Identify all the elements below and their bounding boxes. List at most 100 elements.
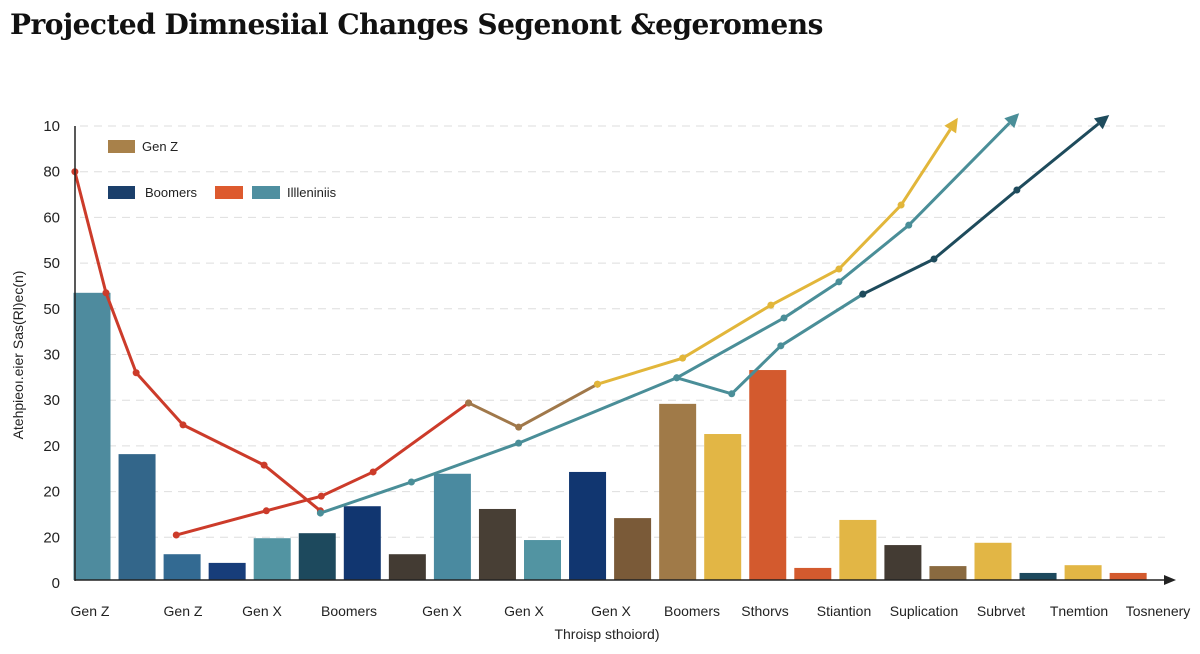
line-point [905, 221, 913, 229]
x-tick-label: Tnemtion [1050, 603, 1108, 619]
bar [524, 540, 561, 580]
axes [74, 126, 1176, 585]
y-tick-label: 30 [43, 392, 60, 409]
line-point [465, 399, 473, 407]
bar [478, 508, 516, 580]
y-tick-label: 60 [43, 209, 60, 226]
line-point [316, 509, 324, 517]
line-point [515, 423, 523, 431]
line-point [172, 531, 180, 539]
line-point [859, 290, 867, 298]
line-point [835, 265, 843, 273]
bar [433, 473, 471, 580]
legend-label-gen-z: Gen Z [142, 139, 178, 154]
bar [1109, 572, 1147, 580]
bar [884, 545, 922, 580]
bar [794, 567, 832, 580]
x-tick-label: Sthorvs [741, 603, 788, 619]
line-point [369, 468, 377, 476]
line-series [71, 168, 324, 515]
y-tick-label: 80 [43, 164, 60, 181]
line-point [780, 314, 788, 322]
x-tick-label: Tosnenery [1126, 603, 1191, 619]
bar [749, 370, 787, 580]
line-arrowhead [1004, 113, 1020, 129]
lines [71, 113, 1110, 539]
y-tick-label: 20 [43, 529, 60, 546]
line-arrowhead [944, 117, 958, 134]
x-tick-label: Stiantion [817, 603, 871, 619]
y-tick-label: 50 [43, 301, 60, 318]
line-path [319, 122, 1011, 515]
line-point [673, 374, 681, 382]
y-ticks: 0 20 20 20 30 30 50 50 60 80 10 [43, 118, 60, 592]
line-point [1013, 186, 1021, 194]
x-tick-label: Gen X [242, 603, 282, 619]
legend-label-illleniniis: Illleniniis [287, 185, 337, 200]
bars [73, 292, 1147, 580]
line-series [593, 117, 958, 388]
y-tick-label: 20 [43, 438, 60, 455]
bar [1019, 572, 1057, 580]
x-tick-label: Gen X [591, 603, 631, 619]
y-tick-label: 10 [43, 118, 60, 135]
bar [208, 562, 246, 580]
bar [929, 566, 967, 580]
y-tick-label: 20 [43, 484, 60, 501]
y-axis-title: Atehpieoı.eier Sas(Rl)ec(n) [10, 271, 26, 440]
bar [614, 518, 652, 580]
bar [569, 471, 607, 580]
line-path [467, 382, 599, 429]
y-tick-label: 0 [52, 575, 60, 592]
legend: Gen Z Boomers Illleniniis [108, 139, 337, 200]
line-point [897, 201, 905, 209]
line-point [179, 421, 187, 429]
line-point [593, 380, 601, 388]
line-point [407, 478, 415, 486]
legend-swatch-illleniniis [252, 186, 280, 199]
x-tick-label: Gen X [422, 603, 462, 619]
line-point [132, 369, 140, 377]
bar [659, 403, 697, 580]
line-point [262, 507, 270, 515]
line-point [260, 461, 268, 469]
line-point [515, 439, 523, 447]
x-tick-label: Boomers [664, 603, 720, 619]
line-point [930, 255, 938, 263]
bar [974, 542, 1012, 580]
x-ticks: Gen Z Gen Z Gen X Boomers Gen X Gen X Gen X Boo… [71, 603, 1191, 619]
line-path [73, 171, 322, 512]
line-series [172, 399, 473, 539]
x-tick-label: Subrvet [977, 603, 1025, 619]
line-point [767, 301, 775, 309]
x-tick-label: Boomers [321, 603, 377, 619]
x-axis-title: Throisp sthoiord) [554, 626, 659, 642]
x-tick-label: Gen X [504, 603, 544, 619]
x-tick-label: Gen Z [164, 603, 203, 619]
line-point [728, 390, 736, 398]
line-series [465, 380, 601, 431]
line-path [597, 128, 952, 386]
line-point [777, 342, 785, 350]
bar [73, 292, 111, 580]
bar [253, 538, 291, 580]
line-path [862, 122, 1100, 296]
bar [1064, 565, 1102, 580]
line-arrowhead [1093, 115, 1110, 130]
legend-label-boomers: Boomers [145, 185, 198, 200]
bar [388, 554, 426, 580]
line-point [679, 354, 687, 362]
y-tick-label: 30 [43, 347, 60, 364]
x-tick-label: Suplication [890, 603, 959, 619]
legend-swatch-gen-z [108, 140, 135, 153]
bar [298, 533, 336, 580]
x-tick-label: Gen Z [71, 603, 110, 619]
bar [163, 554, 201, 580]
line-point [317, 492, 325, 500]
bar [118, 454, 156, 580]
bar [343, 506, 381, 580]
line-series [859, 115, 1110, 298]
bar [839, 519, 877, 580]
bar [704, 434, 742, 580]
